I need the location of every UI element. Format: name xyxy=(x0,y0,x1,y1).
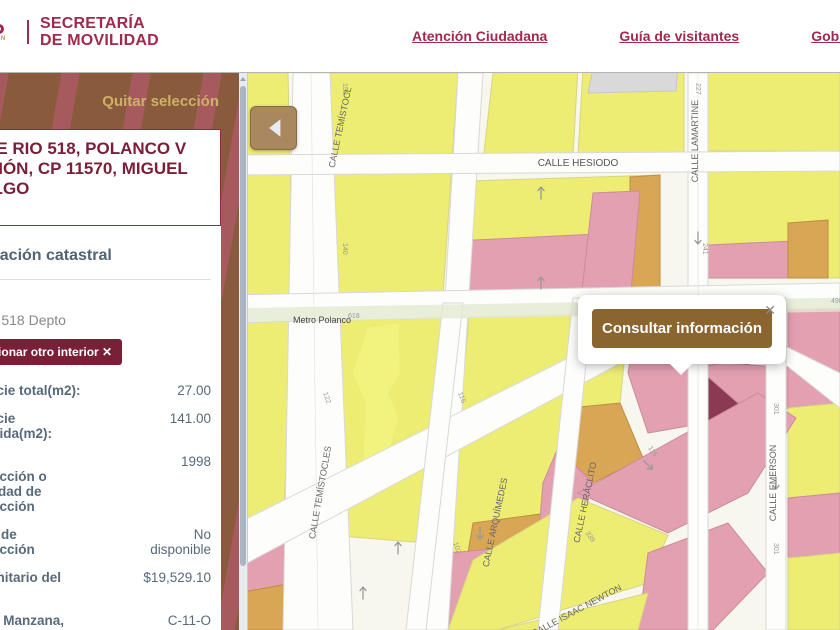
svg-text:Metro Polanco: Metro Polanco xyxy=(293,315,351,325)
svg-text:227: 227 xyxy=(694,83,701,95)
svg-text:CALLE HESIODO: CALLE HESIODO xyxy=(538,158,619,169)
svg-text:498: 498 xyxy=(831,298,840,305)
svg-text:CALLE LAMARTINE: CALLE LAMARTINE xyxy=(690,100,700,182)
svg-text:CALLE EMERSON: CALLE EMERSON xyxy=(768,445,778,522)
svg-text:140: 140 xyxy=(341,243,348,255)
svg-text:241: 241 xyxy=(701,243,708,255)
svg-text:301: 301 xyxy=(772,403,779,415)
svg-text:301: 301 xyxy=(772,543,779,555)
